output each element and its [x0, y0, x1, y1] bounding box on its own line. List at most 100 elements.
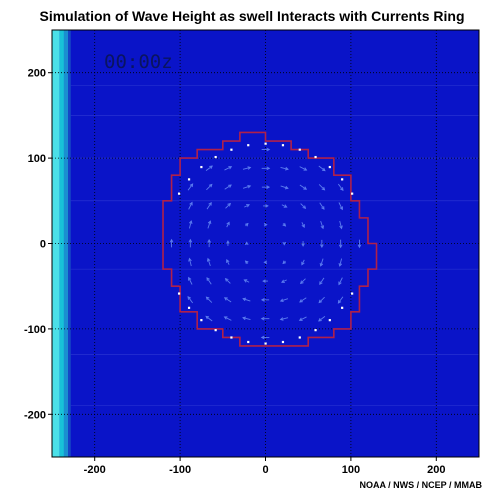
ring-marker — [177, 192, 181, 195]
current-arrow-head — [223, 316, 228, 320]
current-arrow-head — [207, 220, 212, 225]
ring-marker — [328, 319, 331, 322]
current-arrow-head — [246, 204, 250, 208]
current-arrow-head — [357, 244, 362, 249]
ring-marker — [314, 329, 317, 332]
current-arrow — [205, 165, 213, 172]
current-arrow-head — [284, 166, 289, 171]
current-arrow — [242, 298, 251, 302]
ring-marker — [187, 306, 191, 309]
ring-marker — [264, 342, 267, 345]
current-arrow — [337, 183, 344, 191]
ring-marker — [230, 148, 233, 151]
current-arrow-head — [208, 183, 213, 188]
ring-marker — [341, 306, 344, 309]
current-arrow-head — [226, 221, 230, 226]
ring-marker — [200, 165, 203, 169]
current-arrow-head — [224, 277, 229, 282]
current-arrow-head — [319, 281, 323, 286]
ring-marker — [314, 155, 317, 159]
current-arrow-head — [266, 185, 271, 189]
ring-marker — [298, 336, 301, 339]
current-arrow-head — [262, 279, 266, 283]
current-arrow — [280, 317, 289, 321]
current-arrow-head — [227, 202, 232, 207]
current-arrow-head — [205, 315, 210, 320]
current-arrow-head — [301, 261, 305, 266]
y-tick-label: 200 — [28, 68, 46, 80]
ring-markers — [177, 142, 354, 345]
current-arrow — [318, 296, 325, 303]
current-arrow — [319, 202, 325, 210]
current-arrow-head — [188, 276, 192, 281]
current-arrow — [299, 166, 307, 171]
ring-marker — [187, 178, 191, 181]
current-arrow-head — [302, 205, 307, 210]
ring-marker — [247, 144, 250, 147]
current-arrow-head — [247, 184, 252, 189]
current-arrow-head — [338, 262, 343, 267]
ring-marker — [351, 292, 354, 295]
current-arrow-head — [301, 243, 305, 247]
current-arrow — [206, 184, 213, 191]
current-arrow-head — [226, 240, 230, 244]
current-arrow-head — [189, 183, 194, 188]
ring-marker — [281, 340, 285, 344]
current-arrow — [225, 203, 231, 209]
current-arrow-head — [244, 222, 249, 227]
current-arrow-head — [243, 279, 248, 283]
current-arrow-head — [319, 262, 324, 267]
current-arrow-head — [282, 260, 287, 265]
ring-marker — [351, 192, 354, 195]
current-arrow-head — [299, 280, 304, 285]
current-arrow-head — [208, 201, 212, 206]
current-arrow-head — [299, 299, 303, 303]
current-arrow-head — [337, 299, 342, 304]
current-arrow — [224, 316, 232, 321]
ring-marker — [247, 340, 250, 344]
current-arrow — [207, 258, 211, 267]
x-tick-label: -200 — [84, 464, 106, 476]
current-arrow — [242, 185, 251, 189]
current-arrow-head — [207, 238, 211, 243]
current-arrow-head — [228, 184, 232, 188]
current-arrow-head — [187, 296, 191, 300]
y-tick-label: 100 — [28, 153, 46, 165]
ring-marker — [341, 178, 344, 181]
current-arrow-head — [281, 279, 285, 283]
current-arrow-head — [279, 298, 284, 303]
ring-marker — [200, 319, 203, 322]
current-arrow-head — [242, 297, 247, 302]
current-arrow — [338, 202, 343, 210]
current-arrow-head — [189, 201, 193, 206]
current-arrow-head — [284, 185, 289, 190]
grid-lines — [52, 30, 479, 457]
current-arrow — [242, 166, 251, 170]
current-arrow — [280, 185, 289, 189]
current-arrow-head — [320, 225, 325, 230]
current-ring-outline — [162, 131, 378, 347]
current-arrow-head — [338, 281, 342, 286]
current-arrow — [320, 220, 324, 229]
current-arrow — [299, 184, 307, 190]
y-tick-label: -200 — [24, 409, 46, 421]
ring-marker — [298, 148, 301, 151]
current-arrow-head — [188, 220, 193, 225]
current-arrow — [188, 220, 192, 229]
x-tick-label: 100 — [342, 464, 360, 476]
current-arrow — [187, 296, 194, 304]
current-arrow-head — [298, 317, 303, 321]
current-arrow-head — [242, 316, 247, 321]
current-arrow-head — [223, 297, 228, 301]
boundary-band — [63, 30, 69, 457]
current-arrow-head — [206, 257, 211, 262]
current-arrow-head — [301, 224, 305, 228]
current-arrow — [299, 316, 307, 321]
current-arrow — [300, 203, 306, 209]
current-arrow — [187, 183, 194, 191]
current-arrow-head — [340, 187, 344, 191]
current-arrow — [280, 166, 289, 170]
current-arrow — [224, 166, 232, 171]
current-arrow — [205, 315, 213, 322]
current-arrow-head — [206, 277, 210, 281]
